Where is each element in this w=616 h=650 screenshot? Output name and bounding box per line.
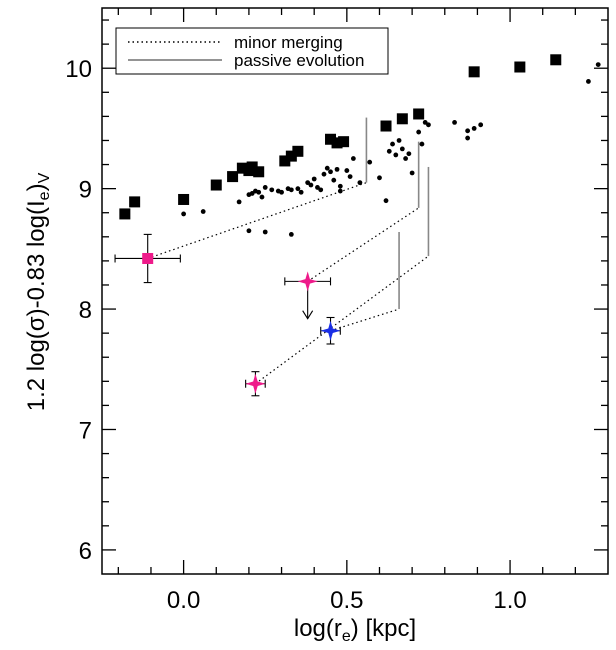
data-point-dot <box>465 128 471 134</box>
data-point-square <box>413 108 425 120</box>
data-point-square <box>380 120 392 132</box>
data-point-dot <box>269 187 275 193</box>
data-point-square <box>236 162 248 174</box>
data-point-dot <box>337 183 343 189</box>
data-point-star <box>320 320 341 341</box>
data-point-square <box>253 166 265 178</box>
data-point-dot <box>347 174 353 179</box>
data-point-dot <box>246 228 252 234</box>
data-point-dot <box>262 185 268 190</box>
data-point-square <box>514 61 526 73</box>
data-point-dot <box>406 151 412 157</box>
data-point-dot <box>236 199 242 205</box>
data-point-dot <box>298 189 304 195</box>
data-point-dot <box>409 170 415 176</box>
data-point-square <box>142 252 154 264</box>
data-point-dot <box>416 129 422 135</box>
data-point-dot <box>393 152 399 158</box>
data-point-dot <box>311 176 317 182</box>
x-tick-label: 0.5 <box>330 587 363 614</box>
data-point-square <box>325 133 337 145</box>
data-point-dot <box>419 141 425 147</box>
data-points <box>119 54 601 394</box>
data-point-dot <box>386 148 392 154</box>
data-point-dot <box>367 159 373 165</box>
data-point-dot <box>595 62 601 67</box>
data-point-dot <box>399 146 405 152</box>
y-tick-label: 10 <box>65 56 92 83</box>
data-point-dot <box>288 232 294 237</box>
minor-merging-track <box>307 207 419 282</box>
data-point-square <box>338 136 350 148</box>
data-point-dot <box>452 120 457 125</box>
x-axis-title: log(re) [kpc] <box>294 615 416 645</box>
data-point-dot <box>334 166 340 172</box>
data-point-dot <box>586 79 591 84</box>
data-point-dot <box>279 189 284 195</box>
data-point-dot <box>350 156 356 161</box>
y-tick-label: 9 <box>79 177 92 204</box>
data-point-dot <box>308 182 314 188</box>
data-point-dot <box>331 177 337 183</box>
data-point-star <box>245 373 266 394</box>
data-point-square <box>279 155 291 167</box>
legend: minor merging passive evolution <box>115 27 389 75</box>
data-point-dot <box>357 180 363 186</box>
data-point-dot <box>259 194 265 200</box>
data-point-dot <box>328 169 333 175</box>
data-point-dot <box>181 211 187 217</box>
data-point-dot <box>471 126 477 131</box>
data-point-dot <box>324 165 330 171</box>
data-point-square <box>119 208 131 220</box>
data-point-dot <box>337 188 343 194</box>
axis-ticks: 0.0 0.5 1.0 6 7 8 9 10 <box>65 8 608 614</box>
y-axis-title: 1.2 log(σ)-0.83 log(Ie)V <box>23 172 53 411</box>
data-point-dot <box>321 171 327 177</box>
data-point-dot <box>256 189 262 195</box>
data-point-dot <box>262 229 268 235</box>
data-point-square <box>292 145 304 157</box>
x-tick-label: 1.0 <box>493 587 526 614</box>
data-point-square <box>129 196 141 208</box>
x-axis-title-text: log(re) [kpc] <box>294 615 416 645</box>
data-point-square <box>550 54 562 66</box>
legend-label-minor-merging: minor merging <box>234 33 343 52</box>
y-tick-label: 8 <box>79 297 92 324</box>
plot-frame <box>101 7 609 575</box>
data-point-dot <box>396 138 402 143</box>
data-point-dot <box>377 175 382 181</box>
data-point-dot <box>383 198 389 204</box>
minor-merging-track <box>330 308 400 332</box>
x-tick-label: 0.0 <box>167 587 200 614</box>
data-point-square <box>396 113 408 125</box>
upper-limit-arrowhead <box>302 310 314 320</box>
data-point-dot <box>288 187 294 193</box>
data-point-square <box>210 179 222 191</box>
y-axis-title-text: 1.2 log(σ)-0.83 log(Ie)V <box>23 172 53 411</box>
data-point-dot <box>295 186 301 192</box>
evolution-tracks <box>147 117 430 385</box>
data-point-dot <box>465 135 471 141</box>
data-point-dot <box>403 156 408 161</box>
data-point-square <box>468 66 480 78</box>
data-point-square <box>227 171 239 183</box>
y-tick-label: 6 <box>79 538 92 565</box>
legend-label-passive-evolution: passive evolution <box>234 51 364 70</box>
data-point-star <box>297 271 318 292</box>
data-point-square <box>285 150 297 162</box>
data-point-dot <box>478 122 484 128</box>
data-point-dot <box>318 187 324 193</box>
data-point-dot <box>200 209 206 214</box>
data-point-square <box>246 161 258 173</box>
data-point-dot <box>344 168 350 173</box>
data-point-dot <box>426 122 431 128</box>
data-point-dot <box>390 141 395 147</box>
data-point-square <box>331 137 343 149</box>
y-tick-label: 7 <box>79 417 92 444</box>
legend-box <box>115 27 389 75</box>
data-point-square <box>178 193 190 205</box>
minor-merging-track <box>255 255 429 385</box>
